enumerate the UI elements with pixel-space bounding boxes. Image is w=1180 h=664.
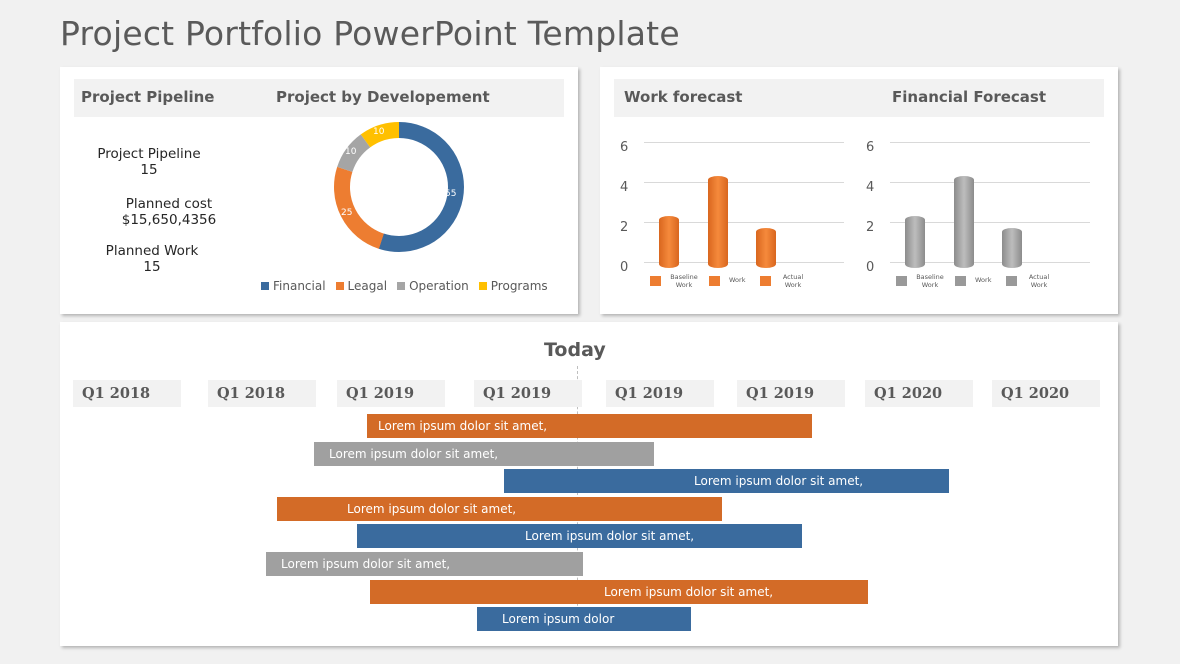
legend-label: Work: [729, 276, 746, 284]
quarter-label: Q1 2019: [474, 380, 582, 407]
y-tick: 2: [866, 220, 875, 235]
gridline: [890, 262, 1090, 263]
legend-financial: Financial: [261, 279, 326, 293]
y-tick: 0: [620, 260, 629, 275]
legend-label: Financial: [273, 279, 326, 293]
stat-value: 15: [143, 259, 161, 275]
legend-label: Actual Work: [1028, 273, 1050, 289]
gridline: [890, 182, 1090, 183]
legend-label: Baseline Work: [670, 273, 698, 289]
legend-baseline-work: Baseline Work: [896, 273, 956, 293]
bar-work: [954, 176, 974, 268]
legend-actual-work: Actual Work: [760, 273, 820, 293]
legend-swatch-icon: [709, 276, 720, 286]
stat-value: 15: [140, 162, 158, 178]
donut-legend: Financial Leagal Operation Programs: [261, 279, 548, 293]
legend-label: Actual Work: [782, 273, 804, 289]
header-project-by-development: Project by Developement: [276, 88, 490, 106]
header-financial-forecast: Financial Forecast: [892, 88, 1047, 106]
gridline: [890, 222, 1090, 223]
y-tick: 0: [866, 260, 875, 275]
slice-label-operation: 10: [345, 147, 357, 157]
quarter-label: Q1 2018: [208, 380, 316, 407]
y-tick: 2: [620, 220, 629, 235]
gantt-bar[interactable]: Lorem ipsum dolor sit amet,: [370, 580, 868, 604]
gridline: [644, 182, 844, 183]
bar-actual-work: [1002, 228, 1022, 268]
stat-planned-cost: Planned cost $15,650,4356: [94, 196, 244, 228]
legend-label: Baseline Work: [916, 273, 944, 289]
legend-swatch-icon: [650, 276, 661, 286]
bar-baseline-work: [905, 216, 925, 268]
card-header: Project Pipeline Project by Developement: [74, 79, 564, 117]
page-title: Project Portfolio PowerPoint Template: [60, 14, 680, 53]
legend-actual-work: Actual Work: [1006, 273, 1066, 293]
y-tick: 6: [620, 140, 629, 155]
legend-swatch-icon: [335, 282, 344, 290]
bar-baseline-work: [659, 216, 679, 268]
bar-actual-work: [756, 228, 776, 268]
donut-slice-leagal: [334, 122, 464, 252]
legend-swatch-icon: [896, 276, 907, 286]
legend-programs: Programs: [478, 279, 548, 293]
bar-work: [708, 176, 728, 268]
legend-leagal: Leagal: [335, 279, 388, 293]
stat-label: Planned cost: [125, 196, 213, 212]
gantt-bar[interactable]: Lorem ipsum dolor sit amet,: [504, 469, 949, 493]
legend-swatch-icon: [261, 282, 269, 290]
today-label: Today: [544, 339, 606, 361]
legend-label: Leagal: [347, 279, 388, 293]
gridline: [644, 262, 844, 263]
y-tick: 6: [866, 140, 875, 155]
gridline: [890, 142, 1090, 143]
legend-work: Work: [709, 273, 759, 293]
legend-operation: Operation: [397, 279, 469, 293]
legend-label: Operation: [409, 279, 469, 293]
legend-swatch-icon: [955, 276, 966, 286]
gantt-bar[interactable]: Lorem ipsum dolor sit amet,: [277, 497, 722, 521]
legend-baseline-work: Baseline Work: [650, 273, 710, 293]
legend-swatch-icon: [760, 276, 771, 286]
gridline: [644, 142, 844, 143]
quarter-label: Q1 2020: [865, 380, 973, 407]
header-work-forecast: Work forecast: [624, 88, 743, 106]
quarter-label: Q1 2019: [737, 380, 845, 407]
stat-label: Project Pipeline: [97, 146, 201, 162]
gantt-bar[interactable]: Lorem ipsum dolor sit amet,: [266, 552, 583, 576]
stat-project-pipeline: Project Pipeline 15: [74, 146, 224, 178]
slice-label-programs: 10: [373, 127, 385, 137]
slice-label-financial: 55: [445, 189, 456, 199]
work-forecast-chart: 6 4 2 0 Baseline Work Work Actual Work: [614, 139, 854, 299]
gantt-bar[interactable]: Lorem ipsum dolor: [477, 607, 691, 631]
quarter-label: Q1 2020: [992, 380, 1100, 407]
gridline: [644, 222, 844, 223]
legend-swatch-icon: [1006, 276, 1017, 286]
donut-slice-operation: [334, 122, 464, 252]
legend-work: Work: [955, 273, 1005, 293]
quarter-label: Q1 2019: [337, 380, 445, 407]
legend-label: Programs: [490, 279, 548, 293]
header-project-pipeline: Project Pipeline: [81, 88, 215, 106]
timeline-card: Today Q1 2018 Q1 2018 Q1 2019 Q1 2019 Q1…: [60, 322, 1118, 646]
gantt-bar[interactable]: Lorem ipsum dolor sit amet,: [357, 524, 802, 548]
financial-forecast-chart: 6 4 2 0 Baseline Work Work Actual Work: [860, 139, 1100, 299]
project-pipeline-card: Project Pipeline Project by Developement…: [60, 67, 578, 314]
y-tick: 4: [866, 180, 875, 195]
quarter-label: Q1 2019: [606, 380, 714, 407]
card-header: Work forecast Financial Forecast: [614, 79, 1104, 117]
gantt-bar[interactable]: Lorem ipsum dolor sit amet,: [367, 414, 812, 438]
stat-label: Planned Work: [105, 243, 199, 259]
y-tick: 4: [620, 180, 629, 195]
forecast-card: Work forecast Financial Forecast 6 4 2 0…: [600, 67, 1118, 314]
donut-slice-programs: [334, 121, 464, 252]
quarter-label: Q1 2018: [73, 380, 181, 407]
legend-label: Work: [975, 276, 992, 284]
slice-label-leagal: 25: [341, 208, 352, 218]
stat-value: $15,650,4356: [121, 212, 217, 228]
stat-planned-work: Planned Work 15: [77, 243, 227, 275]
gantt-bar[interactable]: Lorem ipsum dolor sit amet,: [314, 442, 654, 466]
donut-chart: 55 25 10 10: [334, 121, 464, 252]
legend-swatch-icon: [397, 282, 406, 290]
legend-swatch-icon: [478, 282, 487, 290]
